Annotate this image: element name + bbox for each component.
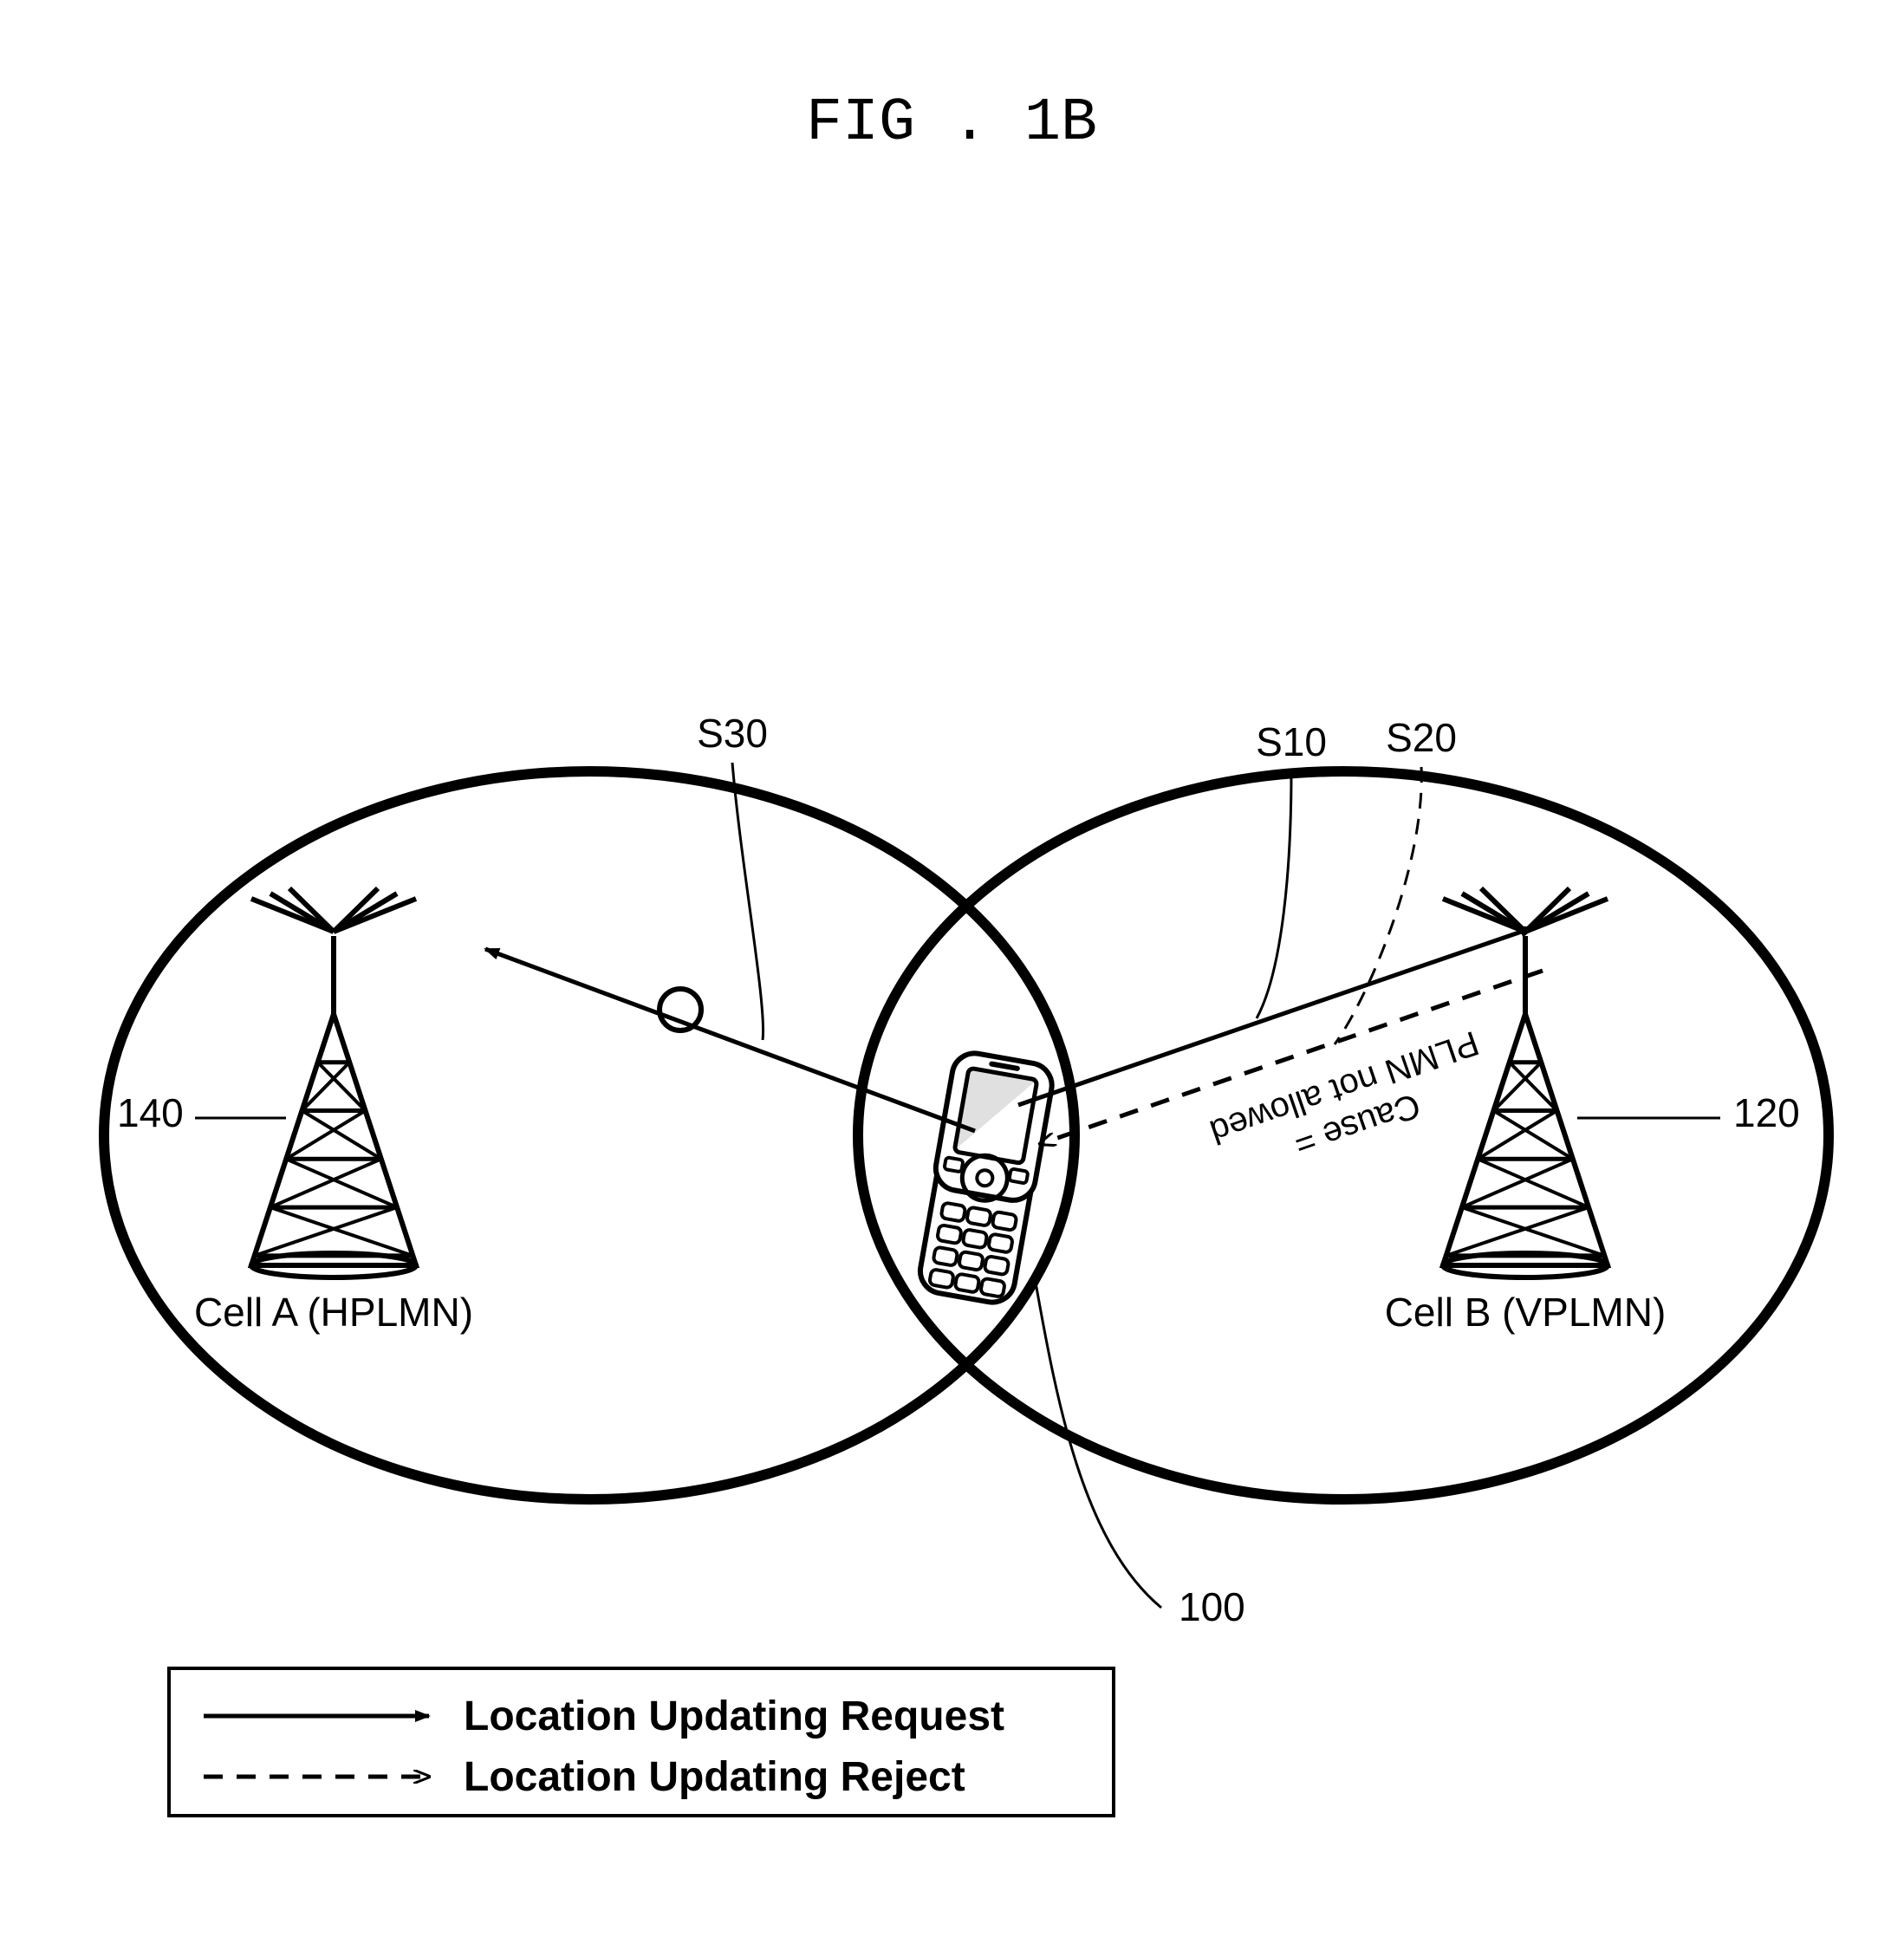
ref-140: 140 xyxy=(117,1090,184,1135)
cell-a-label: Cell A (HPLMN) xyxy=(194,1290,473,1335)
legend-reject-label: Location Updating Reject xyxy=(464,1754,965,1800)
ref-100: 100 xyxy=(1179,1584,1245,1629)
tower-a xyxy=(251,888,416,1277)
tower-b xyxy=(1443,888,1608,1277)
accept-marker xyxy=(660,989,701,1030)
reject-cause: Cause = PLMN not allowed xyxy=(1205,1024,1497,1189)
s10-label: S10 xyxy=(1256,719,1327,764)
cell-a-boundary xyxy=(104,771,1075,1499)
s10-leader xyxy=(1257,771,1291,1018)
s20-label: S20 xyxy=(1386,715,1457,760)
cell-b-label: Cell B (VPLMN) xyxy=(1385,1290,1667,1335)
s30-leader xyxy=(732,763,764,1040)
figure-title: FIG . 1B xyxy=(806,89,1097,158)
mobile-phone xyxy=(914,1050,1056,1306)
ref-120: 120 xyxy=(1733,1090,1800,1135)
legend-request-label: Location Updating Request xyxy=(464,1693,1004,1739)
s20-leader xyxy=(1335,767,1421,1044)
s30-label: S30 xyxy=(697,711,768,756)
